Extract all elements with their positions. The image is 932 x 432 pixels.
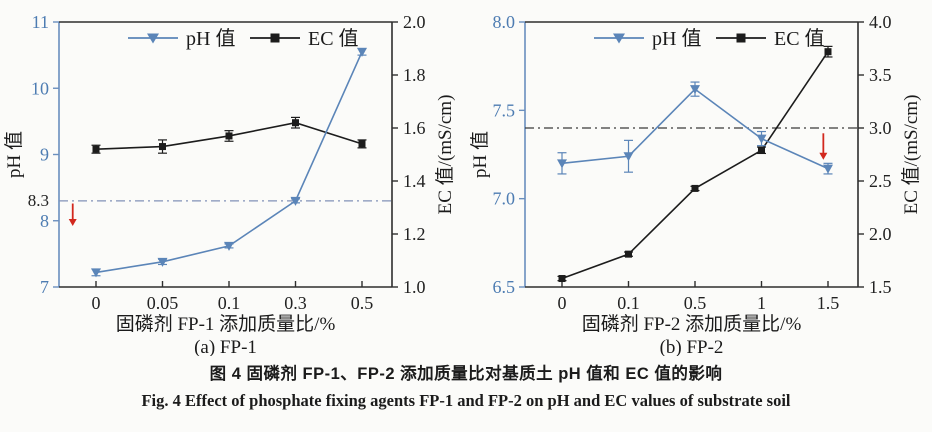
ec-marker-square: [92, 145, 100, 153]
x-tick-label: 0: [92, 293, 101, 313]
ec-marker-square: [558, 275, 566, 283]
ph-marker-triangle-down: [823, 164, 833, 174]
y-axis-right-title: EC 值/(mS/cm): [434, 95, 456, 215]
y-right-tick-label: 1.8: [403, 65, 426, 85]
decrease-arrow-head: [68, 219, 77, 227]
charts-row: 7 8 9 10 11 1.0 1.2 1.4 1.6 1.8 2.0 0 0.05 0.1 0.3 0.5 8…: [3, 12, 922, 356]
ph-series-line: [95, 51, 363, 274]
x-axis-title: 固磷剂 FP-1 添加质量比/%: [116, 313, 336, 335]
ph-marker-triangle-down: [357, 47, 367, 57]
y-axis-right-title: EC 值/(mS/cm): [900, 95, 922, 215]
legend-ec-label: EC 值: [308, 27, 359, 50]
x-tick-label: 0.05: [147, 293, 179, 313]
legend-ph-marker-icon: [147, 33, 159, 44]
ec-marker-square: [159, 143, 166, 151]
legend-ec-label: EC 值: [774, 27, 825, 50]
x-tick-label: 0.5: [684, 293, 707, 313]
ph-marker-triangle-down: [690, 85, 700, 95]
y-right-tick-label: 3.5: [869, 65, 892, 85]
ph-marker-triangle-down: [224, 241, 234, 251]
ph-marker-triangle-down: [290, 196, 301, 206]
y-right-tick-label: 2.0: [869, 224, 892, 244]
y-right-tick-label: 1.2: [403, 224, 426, 244]
y-left-tick-label: 8: [40, 211, 49, 231]
ph-series-line: [561, 88, 829, 170]
y-right-tick-label: 3.0: [869, 118, 892, 138]
legend-ph-marker-icon: [613, 33, 625, 44]
chart-fp1: 7 8 9 10 11 1.0 1.2 1.4 1.6 1.8 2.0 0 0.05 0.1 0.3 0.5 8…: [3, 12, 456, 356]
y-axis-left-title: pH 值: [3, 131, 25, 178]
legend-ec-marker-icon: [270, 33, 280, 43]
y-left-tick-label: 9: [40, 145, 49, 165]
x-axis-title: 固磷剂 FP-2 添加质量比/%: [582, 313, 802, 335]
y-right-tick-label: 4.0: [869, 12, 892, 32]
ph-marker-triangle-down: [157, 257, 168, 267]
figure-caption: 图 4 固磷剂 FP-1、FP-2 添加质量比对基质土 pH 值和 EC 值的影…: [0, 362, 932, 413]
ph-marker-triangle-down: [91, 268, 101, 278]
ec-marker-square: [691, 184, 699, 192]
chart-fp2: 6.5 7.0 7.5 8.0 1.5 2.0 2.5 3.0 3.5 4.0 0 0.1 0.5 1 1.…: [469, 12, 922, 356]
x-tick-label: 0.1: [218, 293, 241, 313]
decrease-arrow-head: [819, 152, 828, 160]
legend-ph-label: pH 值: [652, 27, 701, 50]
ec-marker-square: [358, 140, 366, 148]
ec-marker-square: [625, 250, 632, 258]
x-tick-label: 1: [757, 293, 766, 313]
y-right-tick-label: 1.0: [403, 277, 426, 297]
y-left-tick-label: 8.0: [493, 12, 516, 32]
ph-marker-triangle-down: [557, 159, 567, 169]
y-axis-left-title: pH 值: [469, 131, 491, 178]
ec-marker-square: [225, 132, 233, 140]
x-tick-label: 0.5: [351, 293, 374, 313]
y-right-tick-label: 2.5: [869, 171, 892, 191]
reference-line-label: 8.3: [28, 191, 49, 210]
y-right-tick-label: 2.0: [403, 12, 426, 32]
y-right-tick-label: 1.5: [869, 277, 892, 297]
y-left-tick-label: 7: [40, 277, 49, 297]
caption-chinese: 图 4 固磷剂 FP-1、FP-2 添加质量比对基质土 pH 值和 EC 值的影…: [209, 365, 723, 383]
y-left-tick-label: 11: [32, 12, 49, 32]
ph-marker-triangle-down: [756, 134, 767, 144]
y-left-tick-label: 10: [31, 78, 49, 98]
y-left-tick-label: 6.5: [493, 277, 516, 297]
x-tick-label: 0.3: [284, 293, 307, 313]
x-tick-label: 0.1: [617, 293, 640, 313]
legend-ph-label: pH 值: [186, 27, 235, 50]
legend-ec-marker-icon: [736, 33, 746, 43]
y-left-tick-label: 7.5: [493, 100, 516, 120]
y-right-tick-label: 1.6: [403, 118, 426, 138]
x-tick-label: 1.5: [817, 293, 840, 313]
subplot-title: (b) FP-2: [660, 337, 724, 356]
ph-marker-triangle-down: [623, 152, 634, 162]
caption-english: Fig. 4 Effect of phosphate fixing agents…: [141, 390, 791, 410]
subplot-title: (a) FP-1: [194, 337, 257, 356]
y-right-tick-label: 1.4: [403, 171, 426, 191]
ec-marker-square: [758, 146, 765, 154]
y-left-tick-label: 7.0: [493, 189, 516, 209]
ec-marker-square: [824, 48, 832, 56]
ec-marker-square: [292, 119, 299, 127]
x-tick-label: 0: [558, 293, 567, 313]
